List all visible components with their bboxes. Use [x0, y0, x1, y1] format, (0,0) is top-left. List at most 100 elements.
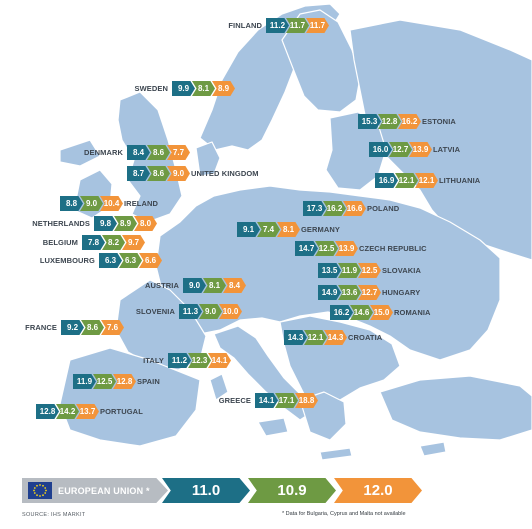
country-name: POLAND — [367, 204, 400, 213]
value-badge-1: 14.1 — [255, 393, 278, 408]
value-badge-2: 12.3 — [188, 353, 211, 368]
country-name: ESTONIA — [422, 117, 456, 126]
value-badge-2: 8.1 — [203, 278, 226, 293]
value-badge-1: 11.3 — [179, 304, 202, 319]
country-row-italy: ITALY 11.2 12.3 14.1 — [143, 353, 231, 368]
value-badge-3: 11.7 — [306, 18, 329, 33]
country-name: NETHERLANDS — [32, 219, 90, 228]
value-badge-2: 12.5 — [315, 241, 338, 256]
country-row-ireland: 8.8 9.0 10.4 IRELAND — [60, 196, 158, 211]
value-badge-2: 6.3 — [119, 253, 142, 268]
value-badges: 14.7 12.5 13.9 — [295, 241, 358, 256]
value-badge-1: 16.2 — [330, 305, 353, 320]
region-turkey — [379, 375, 532, 441]
value-badge-3: 13.9 — [409, 142, 432, 157]
value-badge-3: 14.1 — [208, 353, 231, 368]
country-row-lithuania: 16.9 12.1 12.1 LITHUANIA — [375, 173, 480, 188]
country-name: SPAIN — [137, 377, 160, 386]
country-name: HUNGARY — [382, 288, 421, 297]
value-badge-3: 8.0 — [134, 216, 157, 231]
value-badge-3: 15.0 — [370, 305, 393, 320]
value-badge-2: 12.5 — [93, 374, 116, 389]
value-badge-2: 8.1 — [192, 81, 215, 96]
value-badges: 11.2 12.3 14.1 — [168, 353, 231, 368]
value-badges: 16.0 12.7 13.9 — [369, 142, 432, 157]
country-row-netherlands: NETHERLANDS 9.8 8.9 8.0 — [32, 216, 157, 231]
value-badge-2: 8.6 — [81, 320, 104, 335]
value-badge-3: 7.7 — [167, 145, 190, 160]
country-row-romania: 16.2 14.6 15.0 ROMANIA — [330, 305, 431, 320]
country-name: FRANCE — [25, 323, 57, 332]
value-badge-2: 8.6 — [147, 145, 170, 160]
country-row-hungary: 14.9 13.6 12.7 HUNGARY — [318, 285, 420, 300]
value-badge-2: 17.1 — [275, 393, 298, 408]
country-name: BELGIUM — [42, 238, 78, 247]
region-denmark — [195, 141, 221, 177]
value-badges: 14.3 12.1 14.3 — [284, 330, 347, 345]
value-badge-2: 14.2 — [56, 404, 79, 419]
eu-flag-icon — [28, 482, 52, 499]
value-badge-2: 16.2 — [323, 201, 346, 216]
region-sardinia — [209, 373, 229, 401]
value-badges: 17.3 16.2 16.6 — [303, 201, 366, 216]
country-name: ROMANIA — [394, 308, 431, 317]
country-name: CZECH REPUBLIC — [359, 244, 427, 253]
value-badge-2: 11.9 — [338, 263, 361, 278]
value-badge-1: 14.7 — [295, 241, 318, 256]
value-badge-2: 12.8 — [378, 114, 401, 129]
value-badge-1: 13.5 — [318, 263, 341, 278]
value-badges: 16.2 14.6 15.0 — [330, 305, 393, 320]
value-badge-3: 7.6 — [101, 320, 124, 335]
value-badge-1: 7.8 — [82, 235, 105, 250]
value-badge-1: 11.2 — [266, 18, 289, 33]
country-row-france: FRANCE 9.2 8.6 7.6 — [25, 320, 124, 335]
country-row-greece: GREECE 14.1 17.1 18.8 — [218, 393, 318, 408]
value-badge-2: 8.9 — [114, 216, 137, 231]
value-badges: 7.8 8.2 9.7 — [82, 235, 145, 250]
value-badges: 12.8 14.2 13.7 — [36, 404, 99, 419]
value-badge-1: 14.3 — [284, 330, 307, 345]
country-name: GREECE — [218, 396, 251, 405]
region-sicily — [257, 417, 289, 437]
country-row-denmark: DENMARK 8.4 8.6 7.7 — [83, 145, 190, 160]
region-iberia — [59, 347, 201, 447]
country-row-austria: AUSTRIA 9.0 8.1 8.4 — [145, 278, 246, 293]
value-badge-3: 13.7 — [76, 404, 99, 419]
country-row-finland: FINLAND 11.2 11.7 11.7 — [228, 18, 329, 33]
country-row-latvia: 16.0 12.7 13.9 LATVIA — [369, 142, 460, 157]
value-badge-2: 9.0 — [80, 196, 103, 211]
eu-value-2: 10.9 — [248, 478, 336, 503]
value-badge-2: 9.0 — [199, 304, 222, 319]
value-badge-3: 14.3 — [324, 330, 347, 345]
value-badge-1: 17.3 — [303, 201, 326, 216]
country-row-slovakia: 13.5 11.9 12.5 SLOVAKIA — [318, 263, 421, 278]
country-name: DENMARK — [83, 148, 123, 157]
value-badges: 9.9 8.1 8.9 — [172, 81, 235, 96]
value-badges: 9.8 8.9 8.0 — [94, 216, 157, 231]
value-badge-3: 6.6 — [139, 253, 162, 268]
value-badge-1: 9.8 — [94, 216, 117, 231]
value-badge-1: 11.2 — [168, 353, 191, 368]
value-badges: 16.9 12.1 12.1 — [375, 173, 438, 188]
eu-value-3: 12.0 — [334, 478, 422, 503]
value-badge-2: 7.4 — [257, 222, 280, 237]
country-name: ITALY — [143, 356, 164, 365]
value-badge-1: 16.9 — [375, 173, 398, 188]
value-badges: 13.5 11.9 12.5 — [318, 263, 381, 278]
value-badge-2: 12.7 — [389, 142, 412, 157]
value-badge-2: 13.6 — [338, 285, 361, 300]
country-name: SLOVENIA — [135, 307, 175, 316]
value-badge-3: 12.7 — [358, 285, 381, 300]
eu-value-1: 11.0 — [162, 478, 250, 503]
value-badges: 11.2 11.7 11.7 — [266, 18, 329, 33]
country-row-united-kingdom: 8.7 8.6 9.0 UNITED KINGDOM — [127, 166, 259, 181]
value-badge-1: 14.9 — [318, 285, 341, 300]
value-badges: 8.8 9.0 10.4 — [60, 196, 123, 211]
country-name: UNITED KINGDOM — [191, 169, 259, 178]
value-badge-3: 16.2 — [398, 114, 421, 129]
country-name: FINLAND — [228, 21, 262, 30]
value-badges: 14.9 13.6 12.7 — [318, 285, 381, 300]
value-badge-3: 10.4 — [100, 196, 123, 211]
value-badge-3: 16.6 — [343, 201, 366, 216]
value-badge-1: 15.3 — [358, 114, 381, 129]
